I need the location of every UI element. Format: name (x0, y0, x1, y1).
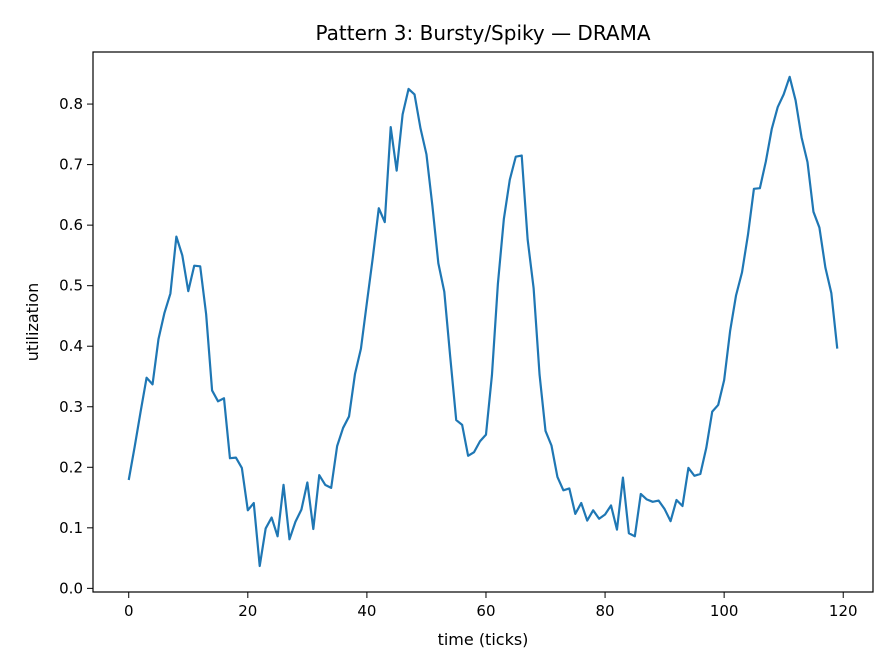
y-tick-label: 0.0 (59, 579, 83, 597)
chart-title: Pattern 3: Bursty/Spiky — DRAMA (315, 21, 650, 45)
y-tick-label: 0.7 (59, 156, 83, 174)
x-tick-label: 100 (710, 602, 739, 620)
y-tick-label: 0.6 (59, 216, 83, 234)
x-tick-label: 120 (829, 602, 858, 620)
x-axis: 0 20 40 60 80 100 120 (124, 592, 858, 620)
x-tick-label: 60 (476, 602, 495, 620)
series-layer (127, 75, 839, 568)
y-axis-label: utilization (23, 283, 42, 362)
y-axis: 0.0 0.1 0.2 0.3 0.4 0.5 0.6 0.7 0.8 (59, 95, 93, 597)
y-tick-label: 0.1 (59, 519, 83, 537)
series-line-0 (127, 75, 839, 568)
y-tick-label: 0.2 (59, 458, 83, 476)
y-tick-label: 0.4 (59, 337, 83, 355)
x-tick-label: 0 (124, 602, 134, 620)
x-tick-label: 20 (238, 602, 257, 620)
y-tick-label: 0.5 (59, 277, 83, 295)
x-tick-label: 40 (357, 602, 376, 620)
x-tick-label: 80 (596, 602, 615, 620)
y-tick-label: 0.3 (59, 398, 83, 416)
x-axis-label: time (ticks) (438, 630, 529, 649)
y-tick-label: 0.8 (59, 95, 83, 113)
axes-frame (92, 51, 874, 593)
